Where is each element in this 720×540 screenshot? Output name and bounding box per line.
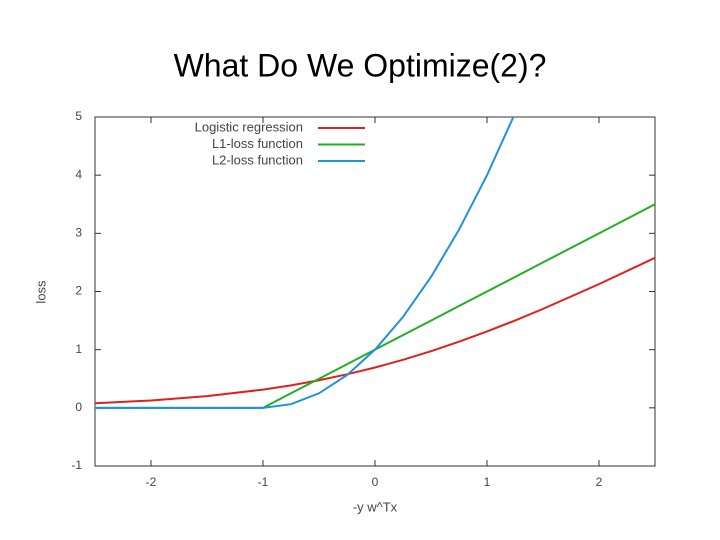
- y-tick-label: 5: [75, 109, 82, 123]
- legend-label: Logistic regression: [195, 119, 303, 134]
- x-axis-label: -y w^Tx: [353, 499, 398, 514]
- y-tick-label: -1: [71, 458, 82, 472]
- y-axis-label: loss: [33, 280, 48, 304]
- x-tick-label: -1: [258, 475, 269, 489]
- legend-label: L2-loss function: [212, 152, 303, 167]
- plot-frame: [94, 116, 656, 467]
- y-tick-label: 4: [75, 167, 82, 181]
- y-tick-label: 1: [75, 342, 82, 356]
- legend-label: L1-loss function: [212, 136, 303, 151]
- x-tick-label: 2: [596, 475, 603, 489]
- y-tick-label: 3: [75, 226, 82, 240]
- x-tick-label: 1: [484, 475, 491, 489]
- series-line: [95, 203, 655, 409]
- x-tick-label: -2: [146, 475, 157, 489]
- x-tick-label: 0: [372, 475, 379, 489]
- y-tick-label: 0: [75, 400, 82, 414]
- series-line: [95, 256, 655, 405]
- y-tick-label: 2: [75, 284, 82, 298]
- slide-title: What Do We Optimize(2)?: [174, 47, 547, 83]
- series-line: [95, 117, 515, 409]
- plot-area: [95, 117, 655, 409]
